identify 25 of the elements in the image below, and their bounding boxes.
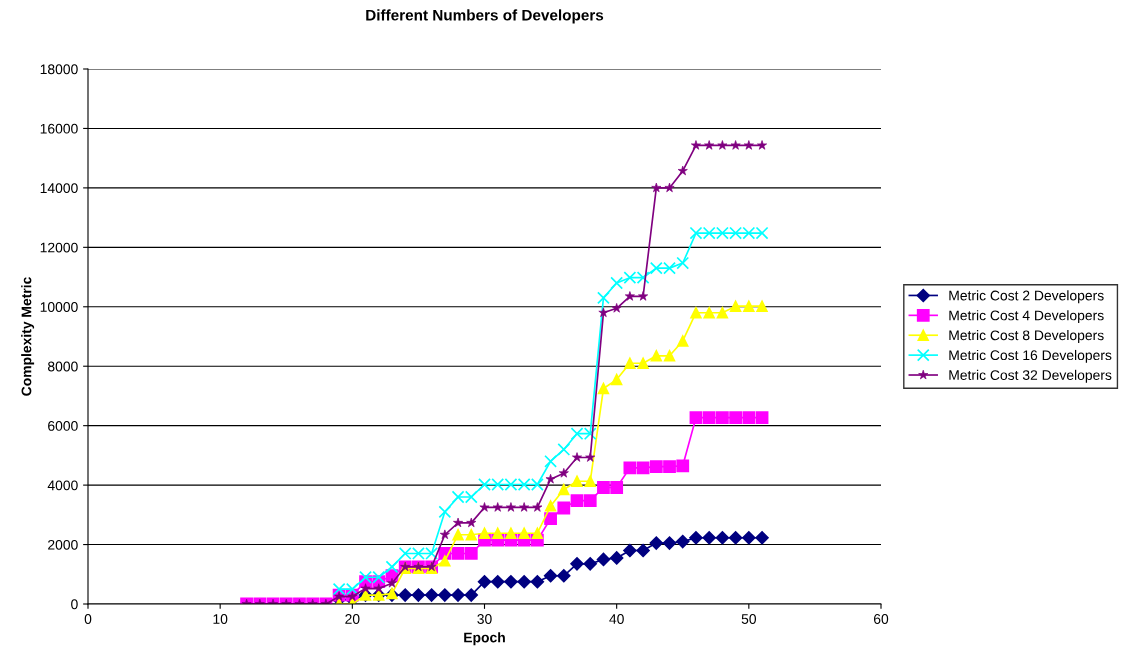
legend-label: Metric Cost 4 Developers bbox=[949, 310, 1104, 324]
y-tick-label: 2000 bbox=[48, 539, 78, 550]
x-tick-label: 40 bbox=[609, 614, 624, 624]
x-tick-label: 30 bbox=[477, 614, 492, 624]
legend-label: Metric Cost 8 Developers bbox=[949, 330, 1104, 343]
legend-label: Metric Cost 32 Developers bbox=[949, 369, 1112, 383]
x-tick-label: 10 bbox=[213, 614, 228, 624]
y-tick-label: 18000 bbox=[40, 64, 78, 75]
y-tick-label: 10000 bbox=[40, 302, 78, 312]
y-tick-label: 0 bbox=[71, 599, 78, 610]
y-tick-label: 16000 bbox=[40, 123, 78, 134]
legend-label: Metric Cost 16 Developers bbox=[949, 349, 1112, 363]
y-tick-label: 8000 bbox=[47, 361, 78, 372]
y-tick-label: 14000 bbox=[40, 183, 78, 194]
chart-title: Different Numbers of Developers bbox=[366, 9, 604, 24]
x-axis-title: Epoch bbox=[464, 632, 505, 646]
x-tick-label: 0 bbox=[84, 614, 92, 624]
legend-label: Metric Cost 2 Developers bbox=[949, 290, 1104, 304]
y-tick-label: 4000 bbox=[47, 480, 78, 491]
y-axis-title: Complexity Metric bbox=[21, 277, 35, 396]
y-tick-label: 12000 bbox=[40, 242, 78, 253]
x-tick-label: 20 bbox=[345, 614, 360, 624]
x-tick-label: 50 bbox=[741, 614, 757, 624]
x-tick-label: 60 bbox=[873, 614, 889, 624]
y-tick-label: 6000 bbox=[48, 421, 78, 431]
